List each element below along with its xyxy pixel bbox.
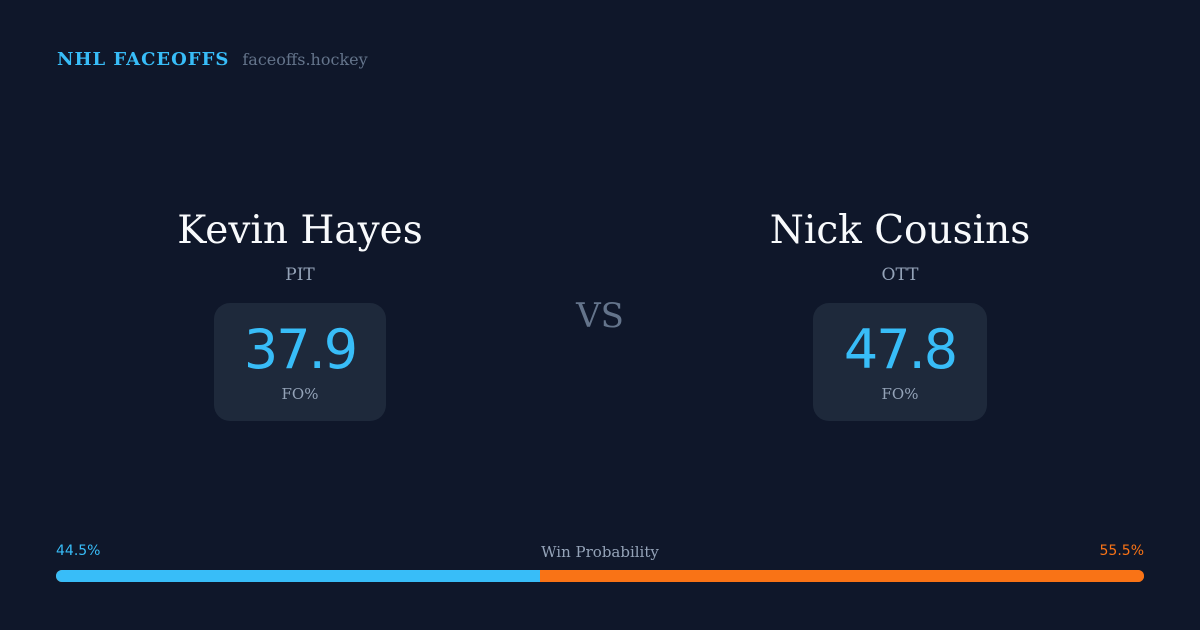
win-probability: 44.5% Win Probability 55.5% bbox=[56, 543, 1144, 582]
faceoff-label: FO% bbox=[281, 385, 319, 403]
player-team: OTT bbox=[881, 265, 919, 285]
win-probability-bar-right bbox=[540, 570, 1144, 582]
faceoff-stat-card: 47.8 FO% bbox=[813, 303, 987, 421]
player-right: Nick Cousins OTT 47.8 FO% bbox=[700, 205, 1100, 421]
player-name: Kevin Hayes bbox=[177, 208, 423, 253]
player-team: PIT bbox=[285, 265, 315, 285]
win-probability-left: 44.5% bbox=[56, 543, 101, 559]
faceoff-percentage: 37.9 bbox=[243, 318, 358, 381]
win-probability-bar bbox=[56, 570, 1144, 582]
faceoff-percentage: 47.8 bbox=[843, 318, 958, 381]
faceoff-stat-card: 37.9 FO% bbox=[214, 303, 386, 421]
player-name: Nick Cousins bbox=[769, 208, 1031, 253]
player-left: Kevin Hayes PIT 37.9 FO% bbox=[100, 205, 500, 421]
faceoff-label: FO% bbox=[881, 385, 919, 403]
win-probability-right: 55.5% bbox=[1099, 543, 1144, 559]
brand-site: faceoffs.hockey bbox=[242, 50, 368, 69]
win-probability-label: Win Probability bbox=[541, 543, 659, 561]
versus-label: VS bbox=[576, 296, 624, 336]
brand-title: NHL FACEOFFS bbox=[57, 49, 230, 70]
brand: NHL FACEOFFS faceoffs.hockey bbox=[57, 49, 368, 70]
win-probability-bar-left bbox=[56, 570, 541, 582]
